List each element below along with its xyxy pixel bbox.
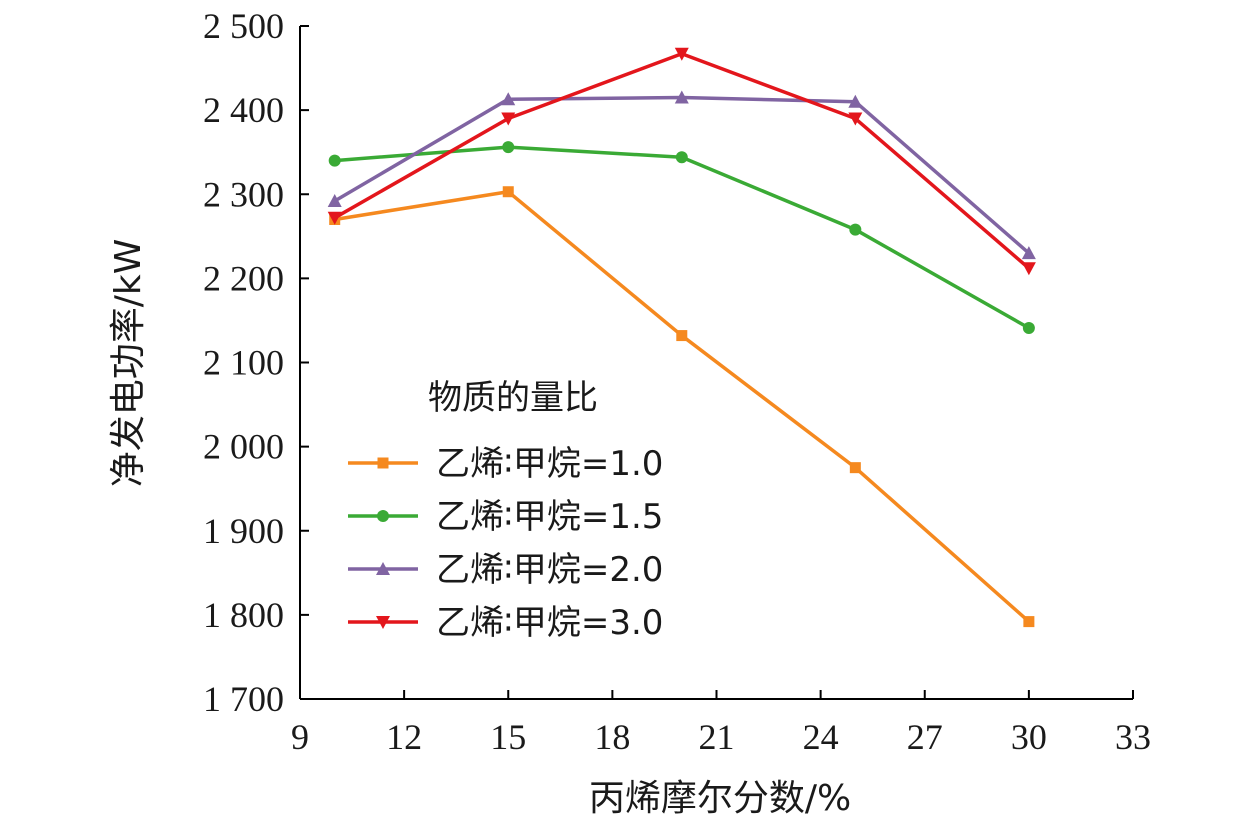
series-4-point-5 [1021,262,1036,276]
legend-label-3: 乙烯∶甲烷=2.0 [436,550,663,590]
y-axis-title: 净发电功率/kW [108,239,149,488]
y-tick-label-2200: 2 200 [203,258,284,298]
legend-item-1: 乙烯∶甲烷=1.0 [348,444,663,484]
series-4-point-3 [674,47,689,61]
series-3-point-5 [1021,246,1036,260]
y-tick-label-1900: 1 900 [203,511,284,551]
legend-title: 物质的量比 [428,378,598,418]
series-1-point-4 [849,462,861,474]
series-2-point-5 [1022,322,1035,335]
legend-item-2: 乙烯∶甲烷=1.5 [348,497,663,537]
series-2 [328,141,1035,335]
legend-item-3: 乙烯∶甲烷=2.0 [348,550,663,590]
y-tick-label-2300: 2 300 [203,174,284,214]
series-1-point-3 [676,330,688,342]
series-3-point-1 [327,193,342,207]
series-1-point-5 [1023,616,1035,628]
y-tick-label-2400: 2 400 [203,90,284,130]
series-4-point-4 [848,112,863,126]
y-tick-label-2100: 2 100 [203,343,284,383]
x-tick-label-21: 21 [699,717,735,757]
series-2-point-4 [849,223,862,236]
x-tick-label-12: 12 [386,717,422,757]
x-tick-label-33: 33 [1115,717,1151,757]
legend-swatch-marker-3 [376,562,390,575]
y-tick-label-2500: 2 500 [203,6,284,46]
legend-items: 乙烯∶甲烷=1.0 乙烯∶甲烷=1.5 乙烯∶甲烷=2.0 乙烯∶甲烷=3.0 [348,444,663,643]
x-tick-label-24: 24 [803,717,839,757]
y-tick-label-2000: 2 000 [203,427,284,467]
x-tick-label-30: 30 [1011,717,1047,757]
series-3 [327,90,1036,260]
series-1-point-2 [502,186,514,198]
legend-label-2: 乙烯∶甲烷=1.5 [436,497,663,537]
legend-swatch-marker-4 [376,616,390,629]
series-2-point-1 [328,154,341,167]
series-2-point-2 [502,141,515,154]
legend-swatch-marker-2 [377,510,389,522]
series-2-line [334,145,1030,330]
series-2-point-3 [675,151,688,164]
legend-label-1: 乙烯∶甲烷=1.0 [436,444,663,484]
legend-swatch-marker-1 [377,457,389,469]
series-4-point-2 [501,112,516,126]
series-layer [327,47,1036,628]
series-3-point-4 [848,94,863,108]
y-ticks: 1 700 1 800 1 900 2 000 2 100 2 200 2 300 2 400… [203,6,309,719]
legend: 物质的量比 乙烯∶甲烷=1.0 乙烯∶甲烷=1.5 乙烯∶甲烷=2.0 乙烯∶甲烷=3… [348,378,663,643]
legend-item-4: 乙烯∶甲烷=3.0 [348,603,663,643]
x-axis-title: 丙烯摩尔分数/% [589,778,851,819]
series-4 [327,47,1036,276]
series-3-point-2 [501,92,516,106]
series-3-line [333,95,1031,255]
series-4-point-1 [327,211,342,225]
legend-label-4: 乙烯∶甲烷=3.0 [436,603,663,643]
series-3-point-3 [674,90,689,104]
x-tick-label-27: 27 [907,717,943,757]
y-tick-label-1700: 1 700 [203,679,284,719]
x-ticks: 9 12 15 18 21 24 27 30 33 [291,690,1151,757]
x-tick-label-9: 9 [291,717,309,757]
y-tick-label-1800: 1 800 [203,595,284,635]
x-tick-label-18: 18 [594,717,630,757]
x-tick-label-15: 15 [490,717,526,757]
